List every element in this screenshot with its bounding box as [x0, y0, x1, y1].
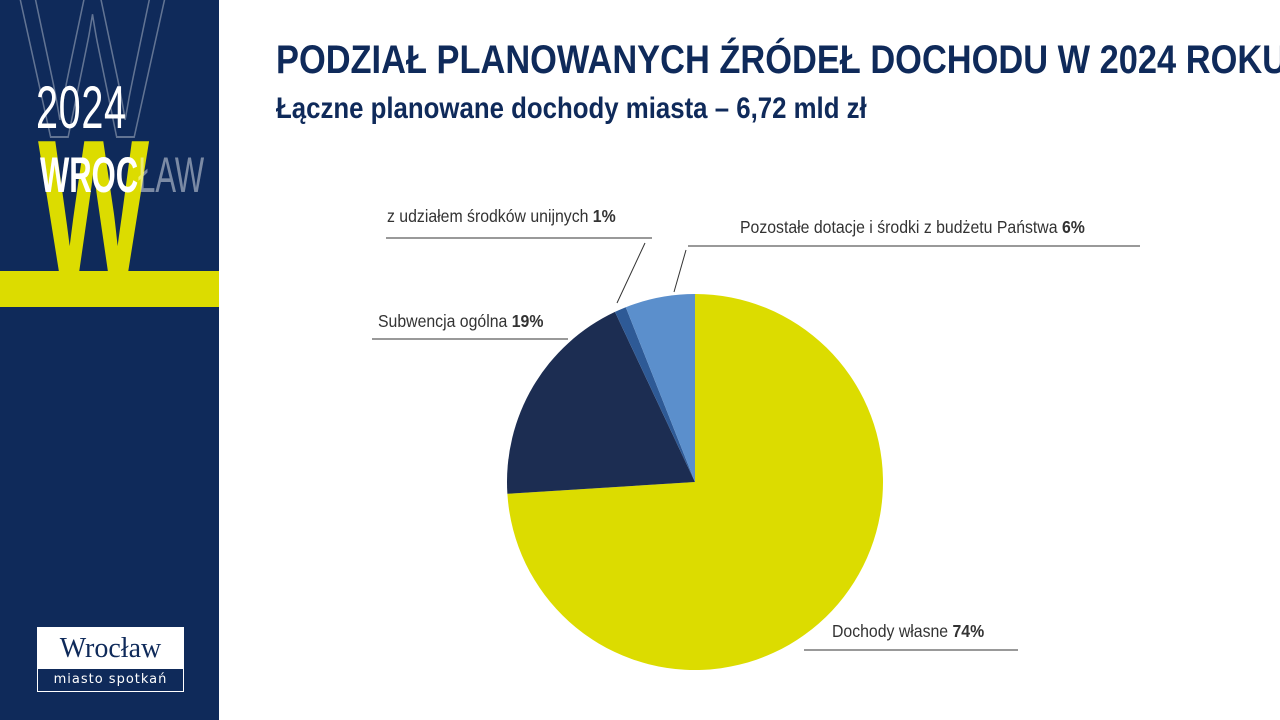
slice-label-pct-3: 6%: [1062, 217, 1085, 237]
pie-slice-0: [507, 294, 883, 671]
logo-tagline: miasto spotkań: [53, 672, 168, 687]
slice-label-pct-0: 74%: [953, 621, 985, 641]
slice-label-0: Dochody własne 74%: [832, 621, 984, 641]
ghost-w-graphic: W: [17, 0, 167, 182]
slice-label-pct-1: 19%: [512, 311, 544, 331]
city-wordmark-b: ŁAW: [138, 147, 205, 203]
slice-label-pct-2: 1%: [593, 206, 616, 226]
leader-line-2: [616, 242, 646, 304]
year-label: 2024: [36, 74, 127, 141]
logo-name: Wrocław: [38, 628, 183, 669]
yellow-stripe: [0, 271, 219, 307]
slice-label-text-2: z udziałem środków unijnych: [387, 206, 593, 226]
city-wordmark: WROCŁAW: [40, 150, 204, 200]
page-subtitle: Łączne planowane dochody miasta – 6,72 m…: [276, 92, 867, 125]
slice-label-text-1: Subwencja ogólna: [378, 311, 512, 331]
wroclaw-logo: Wrocław miasto spotkań: [37, 627, 184, 692]
slice-label-3: Pozostałe dotacje i środki z budżetu Pań…: [740, 217, 1085, 237]
pie-slice-1: [506, 311, 695, 494]
slice-label-text-0: Dochody własne: [832, 621, 953, 641]
pie-slice-2: [614, 307, 695, 482]
page-title: PODZIAŁ PLANOWANYCH ŹRÓDEŁ DOCHODU W 202…: [276, 38, 1280, 82]
city-wordmark-a: WROC: [40, 147, 139, 203]
slice-label-2: z udziałem środków unijnych 1%: [387, 206, 616, 226]
slice-label-1: Subwencja ogólna 19%: [378, 311, 543, 331]
big-w-graphic: W: [38, 101, 149, 313]
pie-slice-3: [625, 294, 695, 482]
leader-line-3: [673, 249, 687, 293]
sidebar-branding: W W 2024 WROCŁAW Wrocław miasto spotkań: [0, 0, 219, 720]
slice-label-text-3: Pozostałe dotacje i środki z budżetu Pań…: [740, 217, 1062, 237]
